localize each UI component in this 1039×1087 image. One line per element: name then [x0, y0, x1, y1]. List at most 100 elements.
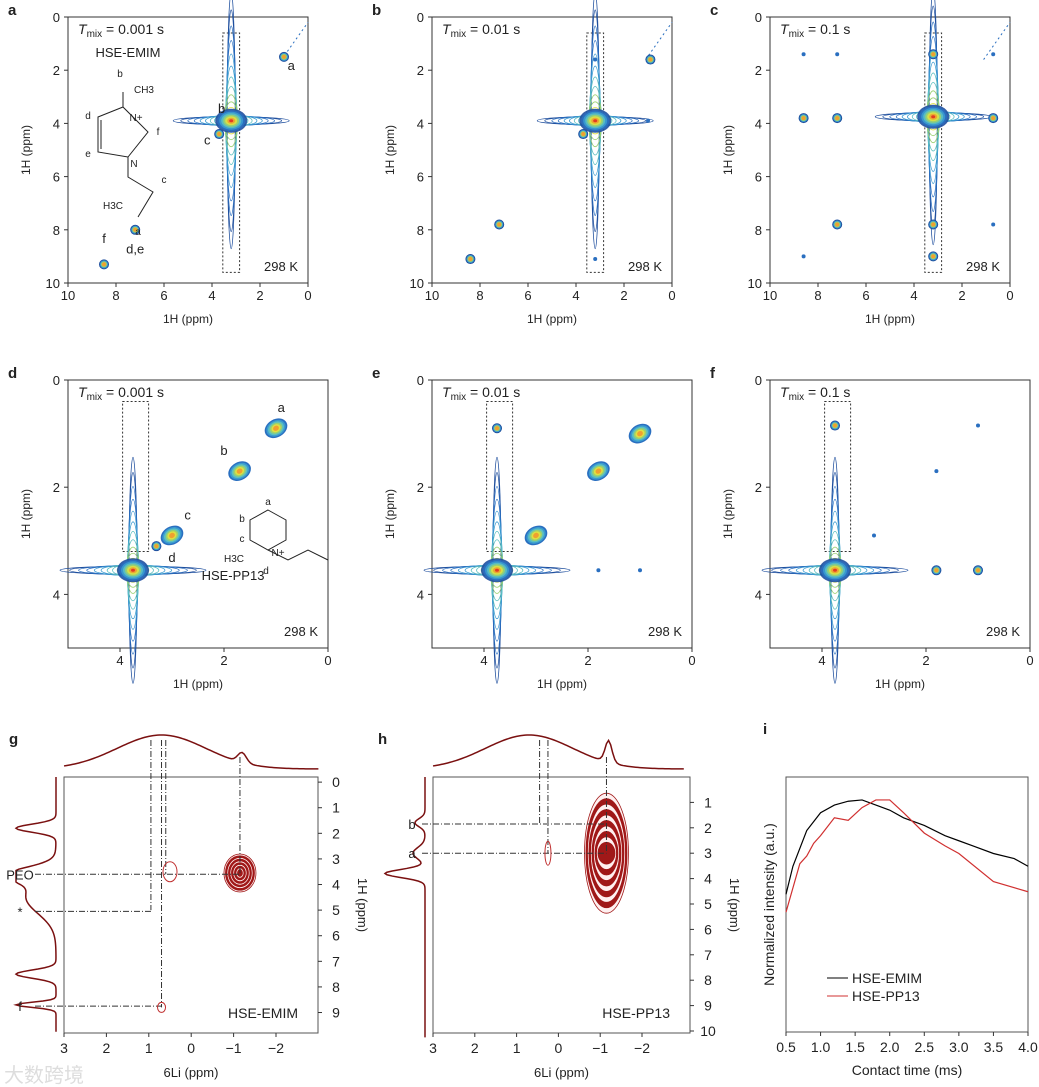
tmix-symbol: T — [442, 384, 452, 400]
h-projection — [383, 777, 426, 1038]
panel-letter: c — [710, 2, 718, 19]
panel-b: Tmix = 0.01 s — [428, 0, 673, 287]
panel-g — [13, 734, 322, 1037]
nmr-peak — [798, 113, 809, 124]
peak-label: a — [288, 58, 296, 73]
nmr-peak — [991, 222, 996, 227]
y-axis-label: 1H (ppm) — [383, 489, 397, 539]
structure-label: c — [240, 534, 245, 545]
nmr-peak — [835, 52, 840, 57]
y-tick-label: 8 — [755, 223, 762, 238]
x-tick-label: 1.0 — [811, 1039, 831, 1055]
x-tick-label: 2 — [220, 653, 227, 668]
x-tick-label: 3.0 — [949, 1039, 969, 1055]
x-tick-label: 10 — [61, 288, 75, 303]
contour — [581, 132, 586, 137]
peak-label: d,e — [126, 242, 144, 257]
contour — [648, 57, 653, 62]
nmr-peak — [988, 113, 999, 124]
nmr-peak — [645, 54, 656, 65]
contour — [217, 132, 222, 137]
panel-letter: i — [763, 721, 767, 738]
nmr-peak — [578, 129, 589, 140]
contour — [931, 254, 936, 259]
y-tick-label: 8 — [53, 223, 60, 238]
y-tick-label: 3 — [704, 845, 712, 861]
contour — [596, 568, 601, 573]
y-tick-label: 10 — [410, 276, 424, 291]
panel-c: Tmix = 0.1 s — [766, 0, 1011, 287]
contour — [533, 532, 539, 539]
y-tick-label: 4 — [755, 587, 762, 602]
h-projection — [13, 777, 57, 1032]
nmr-peak — [593, 57, 598, 62]
x-tick-label: 4 — [208, 288, 215, 303]
nmr-peak — [228, 461, 251, 481]
y-axis-label: 1H (ppm) — [727, 878, 742, 932]
peak-label: a — [278, 400, 286, 415]
tmix-value: = 0.1 s — [804, 384, 850, 400]
li-projection — [63, 734, 319, 770]
x-tick-label: 2 — [922, 653, 929, 668]
tmix-value: = 0.01 s — [466, 384, 520, 400]
contour — [637, 430, 643, 437]
x-tick-label: 1 — [145, 1040, 153, 1056]
nmr-peak — [638, 568, 642, 573]
contour — [468, 257, 473, 262]
y-tick-label: 2 — [53, 63, 60, 78]
y-tick-label: 8 — [332, 979, 340, 995]
x-tick-label: 2 — [256, 288, 263, 303]
panel-h — [383, 734, 694, 1038]
x-tick-label: 6 — [524, 288, 531, 303]
panel-i — [785, 776, 1029, 1036]
plot-frame — [432, 776, 691, 1034]
temperature-label: 298 K — [284, 624, 318, 639]
molecule-structure — [97, 92, 154, 218]
panel-letter: b — [372, 2, 381, 19]
plot-frame — [769, 16, 1011, 284]
y-axis-label: 1H (ppm) — [355, 878, 370, 932]
y-tick-label: 8 — [417, 223, 424, 238]
sample-label: HSE-EMIM — [96, 45, 161, 60]
y-tick-label: 4 — [417, 116, 424, 131]
y-tick-label: 2 — [417, 480, 424, 495]
x-axis-label: 1H (ppm) — [173, 677, 223, 691]
weak-peak — [157, 1001, 167, 1013]
bond — [127, 157, 154, 218]
side-label: * — [17, 904, 22, 919]
y-tick-label: 0 — [755, 373, 762, 388]
x-axis-label: 6Li (ppm) — [534, 1065, 589, 1080]
x-tick-label: 10 — [763, 288, 777, 303]
y-tick-label: 4 — [417, 587, 424, 602]
structure-label: CH3 — [134, 85, 154, 96]
tmix-subscript: mix — [789, 29, 805, 40]
y-tick-label: 4 — [53, 587, 60, 602]
bond — [267, 549, 329, 561]
contour — [976, 568, 980, 573]
nmr-peak — [151, 541, 162, 552]
weak-peak — [162, 861, 178, 883]
li-projection — [432, 734, 684, 770]
nmr-peak — [172, 0, 290, 250]
contour — [593, 257, 598, 262]
mixing-time-label: Tmix = 0.01 s — [442, 384, 520, 403]
contour — [801, 116, 806, 121]
structure-label: a — [265, 497, 271, 508]
nmr-peak — [830, 420, 840, 431]
x-tick-label: 0 — [304, 288, 311, 303]
x-tick-label: −1 — [592, 1040, 608, 1056]
x-axis-label: 1H (ppm) — [163, 312, 213, 326]
tmix-value: = 0.001 s — [102, 21, 164, 37]
x-tick-label: 8 — [112, 288, 119, 303]
panel-letter: a — [8, 2, 17, 19]
tmix-symbol: T — [780, 384, 790, 400]
contour — [282, 54, 286, 59]
contour — [872, 533, 876, 538]
legend-label: HSE-EMIM — [852, 970, 922, 986]
contour — [133, 227, 138, 232]
x-tick-label: 4.0 — [1018, 1039, 1038, 1055]
x-tick-label: 6 — [160, 288, 167, 303]
x-tick-label: 8 — [814, 288, 821, 303]
x-tick-label: 2 — [103, 1040, 111, 1056]
contour — [154, 544, 159, 549]
